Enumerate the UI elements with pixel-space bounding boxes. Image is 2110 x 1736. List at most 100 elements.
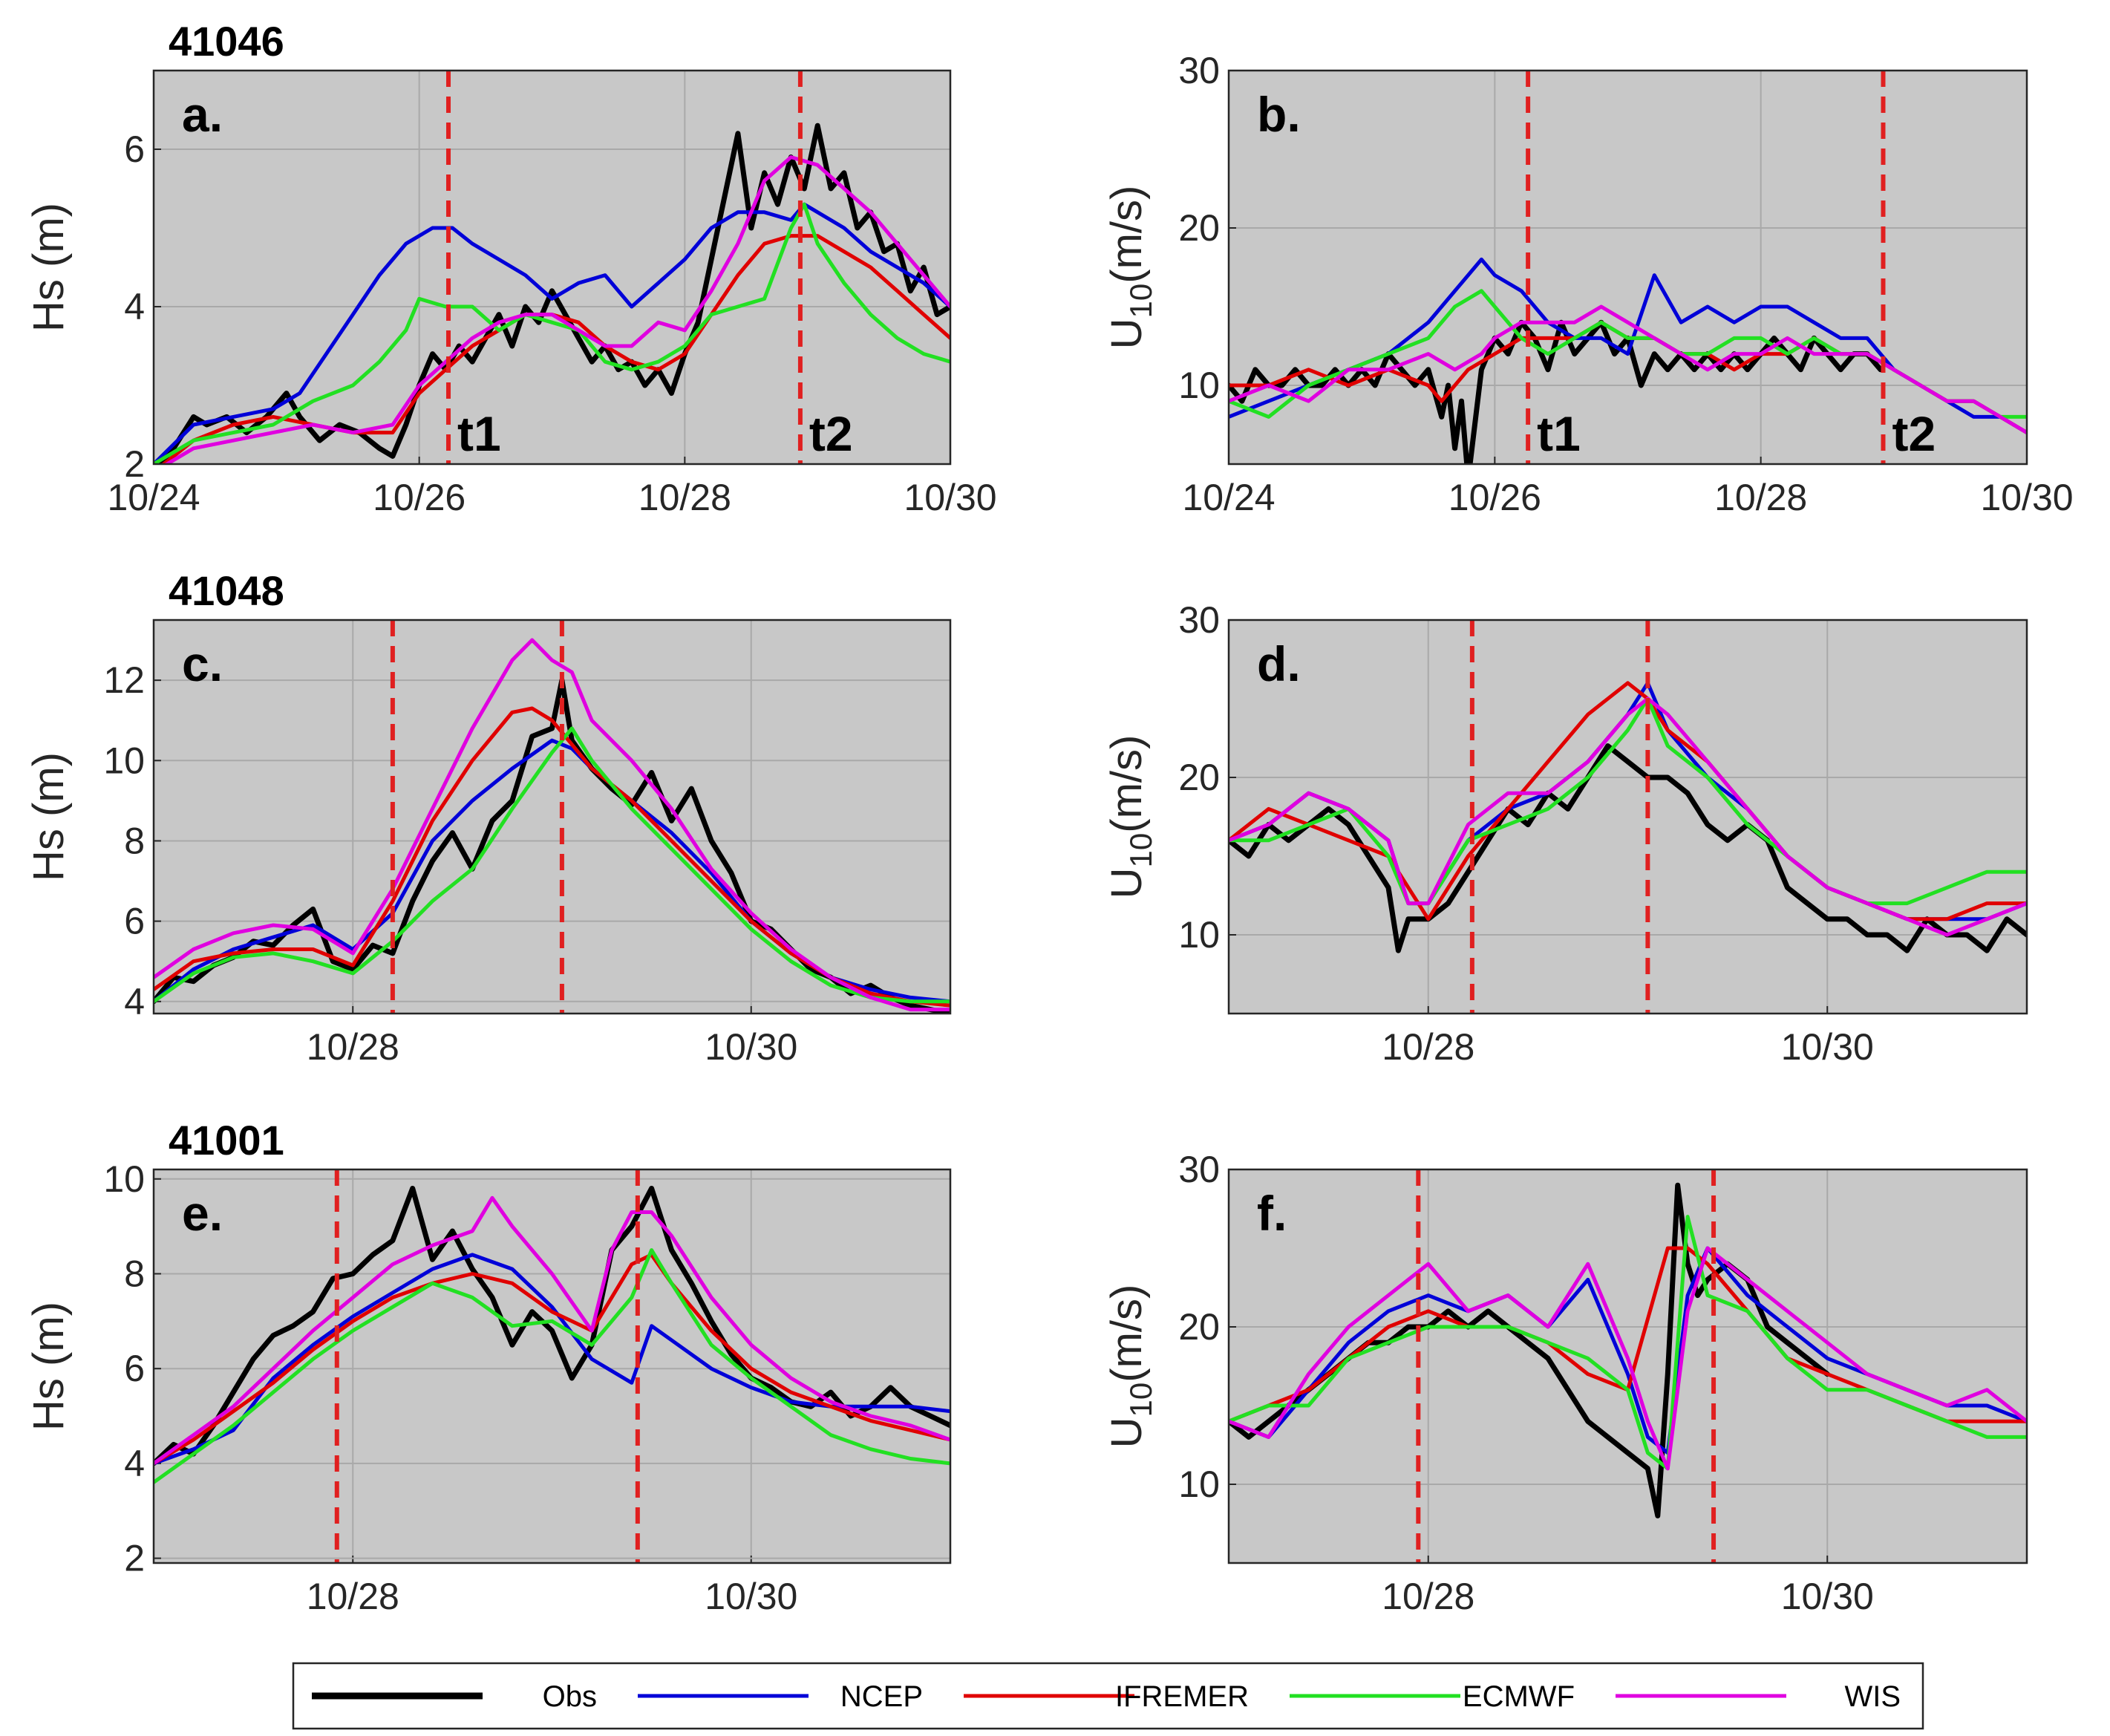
event-label-t2: t2: [809, 406, 853, 461]
x-tick-label: 10/30: [1980, 477, 2073, 518]
axes-frame-d: [1227, 619, 2028, 1015]
series-layer-c: [154, 638, 950, 1014]
series-line-ifremer: [154, 1253, 950, 1466]
series-layer-f: [1229, 1182, 2027, 1518]
y-tick-label: 30: [1178, 50, 1220, 91]
x-tick-label: 10/28: [1382, 1576, 1474, 1617]
x-tick-label: 10/30: [705, 1576, 797, 1617]
y-tick-label: 10: [1178, 365, 1220, 406]
series-layer-e: [154, 1186, 950, 1484]
x-tick-label: 10/30: [1781, 1576, 1874, 1617]
axes-frame-a: [152, 69, 952, 466]
series-line-ecmwf: [154, 202, 950, 464]
y-tick-label: 20: [1178, 1306, 1220, 1348]
series-line-wis: [1229, 304, 2027, 435]
panel-label-c: c.: [182, 636, 223, 691]
panel-label-a: a.: [182, 87, 223, 142]
y-tick-label: 20: [1178, 207, 1220, 249]
x-tick-label: 10/30: [904, 477, 996, 518]
station-title: 41048: [169, 567, 284, 614]
series-line-obs: [1229, 319, 1884, 464]
x-tick-label: 10/30: [705, 1026, 797, 1068]
axes-frame-e: [152, 1168, 952, 1564]
series-line-wis: [1229, 696, 2027, 937]
series-layer-a: [154, 123, 950, 464]
y-tick-label: 6: [124, 901, 145, 942]
y-axis-label: U10(m/s): [1103, 186, 1158, 350]
chart-panel-a: 10/24 10/26 10/28 10/30 2 4 6 t1 t2 a. 41046 Hs (m): [25, 18, 997, 518]
legend-label-ncep: NCEP: [840, 1680, 923, 1713]
y-tick-label: 10: [103, 1158, 145, 1200]
y-tick-label: 6: [124, 128, 145, 170]
x-tick-label: 10/26: [373, 477, 466, 518]
y-axis-label: U10(m/s): [1103, 1285, 1158, 1449]
x-tick-label: 10/28: [307, 1576, 399, 1617]
legend-label-wis: WIS: [1844, 1680, 1901, 1713]
x-tick-label: 10/24: [1182, 477, 1275, 518]
series-line-wis: [154, 638, 950, 1012]
x-tick-label: 10/24: [107, 477, 200, 518]
y-tick-label: 2: [124, 1538, 145, 1579]
series-line-obs: [1229, 743, 2027, 953]
panel-label-f: f.: [1257, 1186, 1287, 1241]
series-line-ncep: [154, 202, 950, 464]
y-tick-label: 4: [124, 286, 145, 327]
series-line-obs: [157, 123, 950, 464]
y-tick-label: 8: [124, 1253, 145, 1294]
y-tick-label: 2: [124, 443, 145, 485]
y-tick-label: 10: [103, 740, 145, 781]
legend-label-ecmwf: ECMWF: [1463, 1680, 1575, 1713]
legend-label-obs: Obs: [543, 1680, 597, 1713]
chart-panel-f: 10/28 10/30 10 20 30 f. U10(m/s): [1103, 1149, 2028, 1617]
chart-panel-d: 10/28 10/30 10 20 30 d. U10(m/s): [1103, 599, 2028, 1068]
plot-area-d: [1229, 620, 2027, 1014]
axes-frame-c: [152, 619, 952, 1015]
series-line-ecmwf: [154, 726, 950, 1004]
plot-area-f: [1229, 1169, 2027, 1563]
event-label-t1: t1: [1537, 406, 1581, 461]
chart-panel-e: 10/28 10/30 2 4 6 8 10 e. 41001 Hs (m): [25, 1117, 952, 1617]
y-tick-label: 8: [124, 820, 145, 861]
x-tick-label: 10/26: [1448, 477, 1541, 518]
legend: Obs NCEP IFREMER ECMWF WIS: [292, 1662, 1924, 1730]
series-layer-b: [1229, 257, 2027, 464]
panel-label-d: d.: [1257, 636, 1301, 691]
y-axis-label: U10(m/s): [1103, 735, 1158, 899]
y-tick-label: 4: [124, 981, 145, 1022]
series-line-wis: [1229, 1246, 2027, 1471]
y-tick-label: 6: [124, 1348, 145, 1389]
x-tick-label: 10/28: [1382, 1026, 1474, 1068]
event-label-t1: t1: [457, 406, 501, 461]
x-tick-label: 10/28: [1714, 477, 1807, 518]
series-line-wis: [154, 1195, 950, 1466]
plot-area-b: [1229, 71, 2027, 464]
station-title: 41046: [169, 18, 284, 65]
y-tick-label: 20: [1178, 757, 1220, 798]
chart-panel-b: 10/24 10/26 10/28 10/30 10 20 30 t1 t2 b. U10(m/s): [1103, 50, 2074, 518]
y-tick-label: 10: [1178, 914, 1220, 956]
x-tick-label: 10/28: [307, 1026, 399, 1068]
y-axis-label: Hs (m): [25, 752, 73, 881]
series-line-ecmwf: [154, 1248, 950, 1484]
y-tick-label: 12: [103, 659, 145, 701]
series-line-wis: [163, 155, 950, 464]
y-tick-label: 4: [124, 1443, 145, 1484]
legend-label-ifremer: IFREMER: [1115, 1680, 1249, 1713]
y-tick-label: 10: [1178, 1463, 1220, 1505]
y-tick-label: 30: [1178, 1149, 1220, 1190]
x-tick-label: 10/28: [638, 477, 731, 518]
panel-label-b: b.: [1257, 87, 1301, 142]
station-title: 41001: [169, 1117, 284, 1164]
axes-frame-b: [1227, 69, 2028, 466]
y-axis-label: Hs (m): [25, 1302, 73, 1431]
y-axis-label: Hs (m): [25, 203, 73, 332]
chart-panel-c: 10/28 10/30 4 6 8 10 12 c. 41048 Hs (m): [25, 567, 952, 1068]
series-line-ecmwf: [1229, 1215, 2027, 1471]
series-layer-d: [1229, 681, 2027, 953]
y-tick-label: 30: [1178, 599, 1220, 641]
event-label-t2: t2: [1892, 406, 1936, 461]
series-line-ecmwf: [1229, 696, 2027, 906]
axes-frame-f: [1227, 1168, 2028, 1564]
